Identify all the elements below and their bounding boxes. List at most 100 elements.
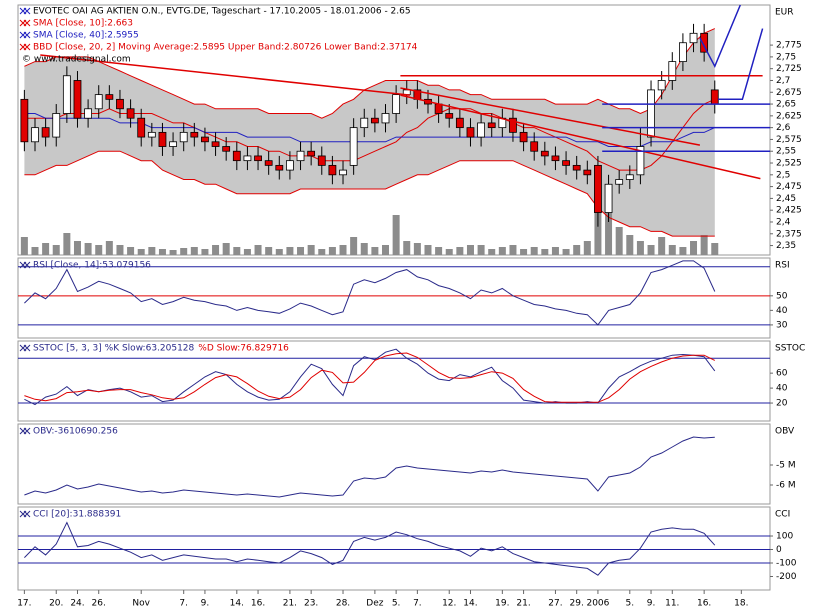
x-tick-label: 5. (625, 599, 634, 609)
volume-bar (328, 247, 336, 255)
y-tick-label: -100 (776, 559, 797, 569)
volume-bar (573, 245, 581, 255)
y-tick-label: 40 (776, 384, 788, 394)
volume-bar (350, 237, 358, 255)
y-tick-label: 2,6 (776, 123, 791, 133)
candle-body (562, 160, 570, 166)
candle-body (147, 131, 156, 138)
volume-bar (42, 243, 50, 255)
legend-icon (19, 7, 31, 15)
candle-body (679, 42, 687, 63)
candle-body (710, 89, 719, 105)
indicator-line (24, 436, 715, 498)
candle-body (339, 169, 347, 176)
candle-body (477, 122, 485, 138)
legend-entry: SSTOC [5, 3, 3] %K Slow:63.205128 (33, 344, 195, 354)
legend-entry: OBV:-3610690.256 (33, 427, 118, 437)
candle-body (625, 174, 634, 180)
volume-bar (137, 249, 145, 255)
volume-bar (435, 247, 443, 255)
x-tick-label: 16. (697, 599, 711, 609)
candle-body (360, 117, 369, 129)
volume-bar (498, 247, 506, 255)
volume-bar (265, 247, 273, 255)
axis-label: OBV (775, 427, 795, 437)
band-fill (24, 28, 715, 237)
candle-body (530, 141, 539, 152)
legend-icon (19, 261, 31, 269)
candle-body (689, 32, 698, 44)
volume-bar (605, 195, 613, 255)
candle-body (647, 89, 655, 138)
volume-bar (222, 243, 230, 255)
volume-bar (360, 243, 368, 255)
volume-bar (31, 247, 39, 255)
volume-bar (636, 241, 644, 255)
x-tick-label: 17. (17, 599, 31, 609)
candle-body (509, 117, 517, 133)
candle-body (328, 164, 337, 176)
candle-body (201, 136, 209, 143)
indicator-line (24, 521, 716, 576)
candle-body (105, 94, 114, 100)
x-tick-label: 28. (336, 599, 350, 609)
candle-body (94, 94, 103, 110)
trend-line (40, 54, 410, 96)
x-tick-label: 29. (570, 599, 584, 609)
volume-bar (169, 250, 177, 255)
y-tick-label: -5 M (776, 461, 796, 471)
trend-line (400, 87, 701, 146)
x-tick-label: 24. (70, 599, 84, 609)
x-tick-label: 9. (647, 599, 656, 609)
volume-bar (647, 245, 655, 255)
volume-bar (551, 247, 559, 255)
y-tick-label: 2,675 (776, 88, 802, 98)
y-tick-label: 100 (776, 532, 793, 542)
candle-body (307, 150, 316, 157)
volume-bar (73, 241, 81, 255)
candle-body (296, 150, 305, 162)
volume-bar (488, 249, 496, 255)
legend-entry: RSI [Close, 14]:53.079156 (33, 261, 151, 271)
y-tick-label: 2,725 (776, 64, 802, 74)
candle-body (434, 103, 443, 114)
chart-title: EVOTEC OAI AG AKTIEN O.N., EVTG.DE, Tage… (33, 7, 411, 17)
candle-body (487, 122, 496, 129)
trend-line (400, 94, 761, 180)
volume-bar (95, 245, 103, 255)
volume-bar (615, 227, 623, 255)
volume-bar (530, 247, 538, 255)
y-tick-label: 2,775 (776, 41, 802, 51)
candle-body (31, 127, 39, 143)
legend-icon (19, 43, 31, 51)
x-tick-label: 9. (201, 599, 210, 609)
candle-body (381, 113, 390, 124)
candle-body (604, 183, 613, 213)
volume-bar (382, 245, 390, 255)
volume-bar (700, 235, 708, 255)
indicator-line (24, 352, 716, 403)
x-tick-label: 12. (442, 599, 456, 609)
volume-bar (212, 245, 220, 255)
y-tick-label: 2,525 (776, 159, 802, 169)
candle-body (455, 117, 464, 129)
credit: © www.tradesignal.com (22, 55, 131, 65)
x-tick-label: 16. (251, 599, 265, 609)
candle-body (52, 113, 61, 138)
volume-bar (318, 249, 326, 255)
candle-body (700, 32, 709, 53)
x-tick-label: 26. (92, 599, 106, 609)
candle-body (466, 127, 475, 138)
y-tick-label: 30 (776, 320, 788, 330)
candle-body (583, 169, 592, 176)
axis-label: RSI (775, 261, 790, 271)
trend-line (718, 28, 764, 101)
y-tick-label: 2,55 (776, 147, 796, 157)
y-tick-label: 2,475 (776, 182, 802, 192)
volume-bar (445, 249, 453, 255)
volume-bar (243, 249, 251, 255)
moving-average (24, 98, 716, 171)
candle-body (275, 164, 284, 171)
x-tick-label: 7. (179, 599, 188, 609)
x-tick-label: 18. (734, 599, 748, 609)
